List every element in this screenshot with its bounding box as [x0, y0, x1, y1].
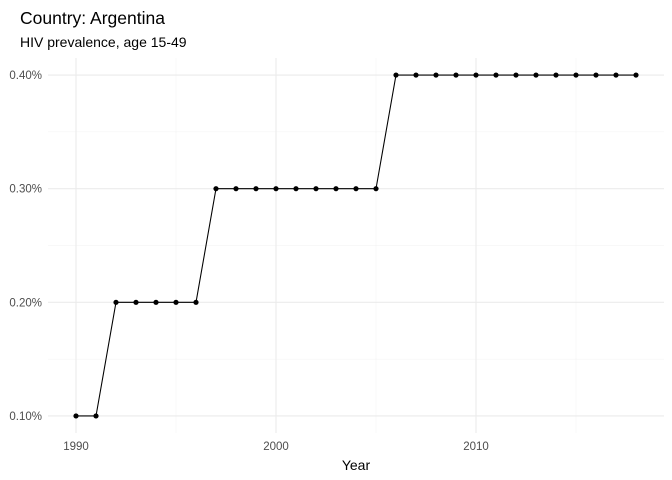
data-point — [593, 72, 599, 78]
data-point — [533, 72, 539, 78]
data-point — [613, 72, 619, 78]
data-point — [133, 299, 139, 305]
data-point — [233, 186, 239, 192]
data-point — [333, 186, 339, 192]
x-tick-label: 2000 — [263, 441, 289, 453]
data-point — [193, 299, 199, 305]
data-point — [153, 299, 159, 305]
data-point — [553, 72, 559, 78]
data-point — [173, 299, 179, 305]
chart-title: Country: Argentina — [20, 8, 165, 28]
y-tick-label: 0.40% — [9, 70, 42, 82]
data-point — [573, 72, 579, 78]
x-tick-label: 1990 — [63, 441, 89, 453]
series-points-group — [73, 72, 639, 419]
data-point — [353, 186, 359, 192]
data-point — [453, 72, 459, 78]
data-point — [393, 72, 399, 78]
x-axis-title: Year — [342, 457, 371, 473]
y-tick-label: 0.10% — [9, 411, 42, 423]
data-point — [93, 413, 99, 419]
data-point — [633, 72, 639, 78]
gridlines — [48, 58, 664, 433]
data-point — [253, 186, 259, 192]
data-point — [433, 72, 439, 78]
data-point — [293, 186, 299, 192]
data-point — [213, 186, 219, 192]
data-point — [313, 186, 319, 192]
data-point — [273, 186, 279, 192]
data-point — [413, 72, 419, 78]
data-point — [373, 186, 379, 192]
y-axis-tick-labels: 0.10% 0.20% 0.30% 0.40% — [9, 70, 42, 423]
y-tick-label: 0.30% — [9, 184, 42, 196]
data-point — [473, 72, 479, 78]
data-point — [513, 72, 519, 78]
chart-subtitle: HIV prevalence, age 15-49 — [20, 34, 187, 50]
x-axis-tick-labels: 1990 2000 2010 — [63, 441, 489, 453]
x-tick-label: 2010 — [463, 441, 489, 453]
y-tick-label: 0.20% — [9, 297, 42, 309]
data-point — [73, 413, 79, 419]
data-point — [493, 72, 499, 78]
data-point — [113, 299, 119, 305]
